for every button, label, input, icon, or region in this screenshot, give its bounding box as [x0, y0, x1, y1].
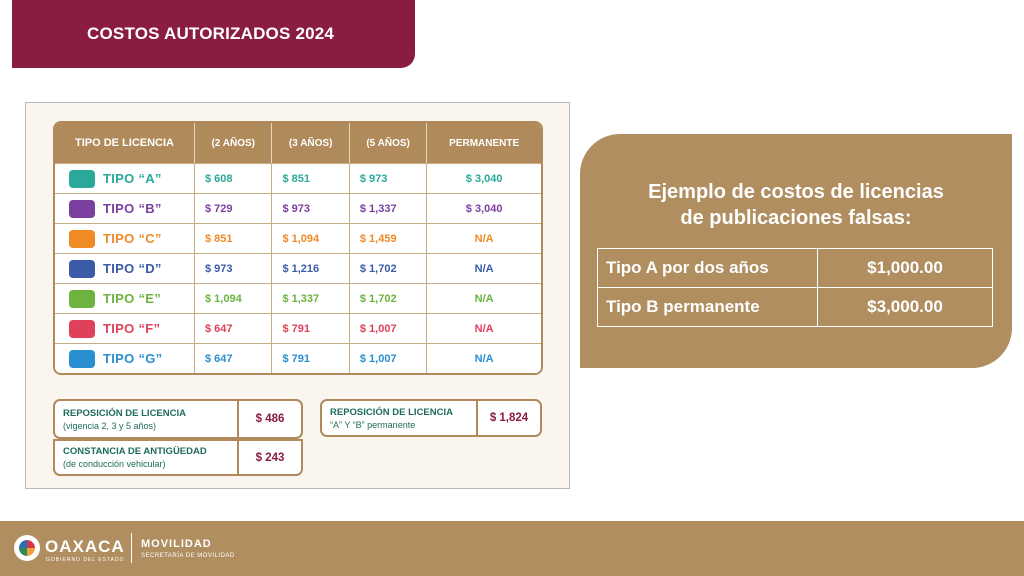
seniority-fee-amount: $ 243: [237, 441, 301, 474]
license-type-cell: TIPO “A”: [55, 163, 195, 193]
fake-cost-label: Tipo B permanente: [597, 287, 818, 327]
fee-value-cell: $ 791: [272, 313, 350, 343]
permanent-replacement-fee-title: REPOSICIÓN DE LICENCIA: [330, 406, 453, 418]
page-title: COSTOS AUTORIZADOS 2024: [87, 24, 335, 43]
fee-value-cell: $ 1,702: [349, 253, 428, 283]
header-5-years: (5 AÑOS): [349, 123, 428, 163]
fee-value-cell: N/A: [427, 253, 541, 283]
fees-row: TIPO “F” $ 647 $ 791 $ 1,007 N/A: [55, 313, 541, 343]
fee-value-cell: N/A: [427, 223, 541, 253]
fee-value-cell: $ 973: [195, 253, 273, 283]
seniority-fee-subtitle: (de conducción vehicular): [63, 459, 166, 469]
fees-image-card: TIPO DE LICENCIA (2 AÑOS) (3 AÑOS) (5 AÑ…: [25, 102, 570, 489]
fee-value-cell: $ 1,094: [195, 283, 273, 313]
fake-cost-label: Tipo A por dos años: [597, 248, 818, 288]
fees-row: TIPO “E” $ 1,094 $ 1,337 $ 1,702 N/A: [55, 283, 541, 313]
license-type-cell: TIPO “B”: [55, 193, 195, 223]
license-type-cell: TIPO “E”: [55, 283, 195, 313]
fees-row: TIPO “B” $ 729 $ 973 $ 1,337 $ 3,040: [55, 193, 541, 223]
license-type-label: TIPO “C”: [103, 231, 162, 246]
fee-value-cell: $ 1,459: [349, 223, 428, 253]
oaxaca-emblem-icon: [14, 535, 40, 561]
replacement-fee-box: REPOSICIÓN DE LICENCIA (vigencia 2, 3 y …: [53, 399, 303, 439]
department-subtitle: SECRETARÍA DE MOVILIDAD: [141, 553, 235, 559]
fake-cost-table: Tipo A por dos años $1,000.00 Tipo B per…: [597, 248, 993, 327]
license-type-label: TIPO “B”: [103, 201, 162, 216]
title-banner: COSTOS AUTORIZADOS 2024: [12, 0, 415, 68]
fee-value-cell: $ 973: [272, 193, 350, 223]
fee-value-cell: $ 851: [272, 163, 350, 193]
fee-value-cell: N/A: [427, 283, 541, 313]
permanent-replacement-fee-amount: $ 1,824: [476, 401, 540, 435]
fees-row: TIPO “A” $ 608 $ 851 $ 973 $ 3,040: [55, 163, 541, 193]
fees-row: TIPO “D” $ 973 $ 1,216 $ 1,702 N/A: [55, 253, 541, 283]
example-title-line-2: de publicaciones falsas:: [680, 207, 912, 229]
fake-cost-value: $3,000.00: [817, 287, 993, 327]
license-type-cell: TIPO “G”: [55, 343, 195, 373]
logo-divider: [131, 533, 132, 563]
taxi-icon: [69, 229, 95, 248]
wheelchair-icon: [69, 319, 95, 338]
brand-name: OAXACA: [45, 537, 125, 556]
header-permanent: PERMANENTE: [427, 123, 541, 163]
permanent-replacement-fee-subtitle: “A” Y “B” permanente: [330, 419, 416, 430]
fees-row: TIPO “C” $ 851 $ 1,094 $ 1,459 N/A: [55, 223, 541, 253]
fee-value-cell: $ 973: [349, 163, 428, 193]
department-name: MOVILIDAD: [141, 538, 212, 550]
license-type-label: TIPO “G”: [103, 351, 163, 366]
fake-cost-example-panel: Ejemplo de costos de licencias de public…: [580, 134, 1012, 368]
fee-value-cell: $ 1,007: [349, 343, 428, 373]
fee-value-cell: $ 1,007: [349, 313, 428, 343]
walking-icon: [69, 349, 95, 368]
seniority-fee-box: CONSTANCIA DE ANTIGÜEDAD (de conducción …: [53, 439, 303, 476]
license-type-label: TIPO “D”: [103, 261, 162, 276]
fake-cost-row: Tipo B permanente $3,000.00: [597, 287, 993, 327]
truck-icon: [69, 259, 95, 278]
fee-value-cell: $ 647: [195, 313, 273, 343]
fee-value-cell: $ 1,337: [349, 193, 428, 223]
fee-value-cell: $ 3,040: [427, 193, 541, 223]
header-2-years: (2 AÑOS): [195, 123, 273, 163]
license-type-cell: TIPO “D”: [55, 253, 195, 283]
fee-value-cell: N/A: [427, 343, 541, 373]
fee-value-cell: $ 791: [272, 343, 350, 373]
fees-row: TIPO “G” $ 647 $ 791 $ 1,007 N/A: [55, 343, 541, 373]
fee-value-cell: $ 1,216: [272, 253, 350, 283]
license-type-cell: TIPO “F”: [55, 313, 195, 343]
brand-subtitle: GOBIERNO DEL ESTADO: [46, 557, 125, 563]
license-type-label: TIPO “F”: [103, 321, 161, 336]
fee-value-cell: $ 647: [195, 343, 273, 373]
fee-value-cell: $ 1,337: [272, 283, 350, 313]
footer-bar: OAXACA GOBIERNO DEL ESTADO MOVILIDAD SEC…: [0, 521, 1024, 576]
fee-value-cell: $ 851: [195, 223, 273, 253]
license-type-label: TIPO “E”: [103, 291, 162, 306]
example-title-line-1: Ejemplo de costos de licencias: [648, 181, 944, 203]
motorcycle-icon: [69, 169, 95, 188]
replacement-fee-subtitle: (vigencia 2, 3 y 5 años): [63, 420, 157, 431]
license-type-label: TIPO “A”: [103, 171, 162, 186]
permanent-replacement-fee-box: REPOSICIÓN DE LICENCIA “A” Y “B” permane…: [320, 399, 542, 437]
license-fees-table: TIPO DE LICENCIA (2 AÑOS) (3 AÑOS) (5 AÑ…: [53, 121, 543, 375]
fee-value-cell: $ 1,094: [272, 223, 350, 253]
header-license-type: TIPO DE LICENCIA: [55, 123, 195, 163]
fee-value-cell: $ 3,040: [427, 163, 541, 193]
seniority-fee-title: CONSTANCIA DE ANTIGÜEDAD: [63, 446, 207, 457]
example-title: Ejemplo de costos de licencias de public…: [580, 179, 1012, 231]
fee-value-cell: $ 608: [195, 163, 273, 193]
license-type-cell: TIPO “C”: [55, 223, 195, 253]
fee-value-cell: $ 729: [195, 193, 273, 223]
fake-cost-row: Tipo A por dos años $1,000.00: [597, 248, 993, 288]
fake-cost-value: $1,000.00: [817, 248, 993, 288]
replacement-fee-amount: $ 486: [237, 401, 301, 437]
fee-value-cell: $ 1,702: [349, 283, 428, 313]
fees-header-row: TIPO DE LICENCIA (2 AÑOS) (3 AÑOS) (5 AÑ…: [55, 123, 541, 163]
header-3-years: (3 AÑOS): [272, 123, 350, 163]
car-icon: [69, 199, 95, 218]
replacement-fee-title: REPOSICIÓN DE LICENCIA: [63, 407, 186, 419]
bus-icon: [69, 289, 95, 308]
fee-value-cell: N/A: [427, 313, 541, 343]
